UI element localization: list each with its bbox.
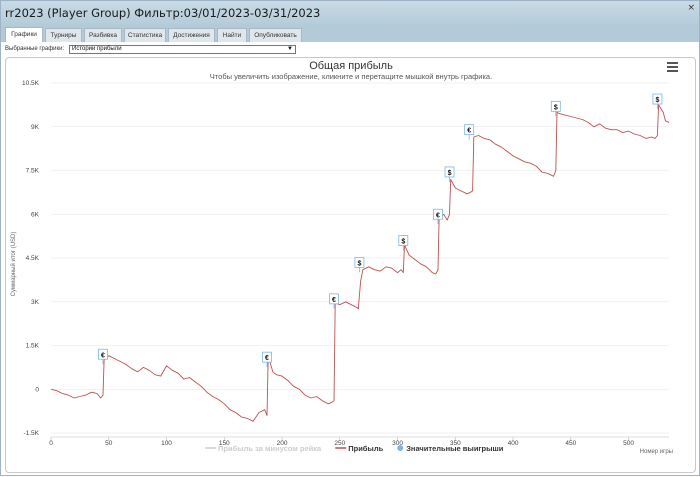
legend-label: Прибыль за минусом рейка [218, 444, 322, 453]
legend-label: Значительные выигрыши [406, 444, 504, 453]
legend-label: Прибыль [348, 444, 383, 453]
marker-box [329, 293, 339, 305]
marker-symbol: $ [655, 97, 659, 104]
marker-symbol: € [101, 352, 105, 359]
y-tick-label: -1.5K [23, 430, 39, 437]
chart-menu-icon[interactable] [667, 62, 678, 72]
x-tick-label: 450 [565, 440, 576, 447]
big-win-marker[interactable]: $ [354, 256, 365, 273]
marker-symbol: $ [401, 239, 405, 246]
legend-item[interactable]: Прибыль [335, 444, 384, 453]
y-tick-label: 9K [31, 124, 40, 131]
marker-symbol: € [436, 212, 440, 219]
x-tick-label: 0 [49, 440, 53, 447]
tab-statistics[interactable]: Статистика [124, 28, 166, 42]
tab-charts[interactable]: Графики [5, 27, 43, 42]
y-tick-label: 6K [31, 211, 40, 218]
legend-item[interactable]: Значительные выигрыши [397, 444, 504, 453]
marker-box [550, 100, 561, 112]
marker-box [444, 166, 455, 178]
y-tick-label: 7.5K [26, 168, 40, 175]
x-tick-label: 50 [105, 440, 113, 447]
marker-box [354, 256, 365, 268]
big-win-marker[interactable]: $ [550, 100, 561, 117]
chart-title: Общая прибыль [309, 60, 393, 72]
tab-bar: Графики Турниры Разбивка Статистика Дост… [1, 26, 699, 42]
y-tick-label: 0 [35, 386, 39, 393]
y-tick-label: 1.5K [26, 343, 40, 350]
x-tick-label: 400 [508, 440, 519, 447]
y-tick-label: 3K [31, 299, 40, 306]
big-win-marker[interactable]: € [433, 208, 443, 225]
y-tick-label: 4.5K [26, 255, 40, 262]
big-win-marker[interactable]: $ [398, 235, 409, 251]
marker-box [464, 124, 475, 136]
tab-achievements[interactable]: Достижения [168, 28, 215, 42]
series-line-profit[interactable] [50, 104, 670, 422]
tab-breakdown[interactable]: Разбивка [84, 28, 122, 42]
marker-box [262, 351, 272, 363]
tab-publish[interactable]: Опубликовать [249, 28, 302, 42]
x-tick-label: 200 [277, 440, 288, 447]
marker-box [652, 93, 663, 105]
tab-search[interactable]: Найти [217, 28, 247, 42]
x-tick-label: 250 [334, 440, 345, 447]
big-win-marker[interactable]: $ [652, 93, 663, 110]
marker-box [398, 235, 409, 246]
y-tick-label: 10.5K [22, 80, 40, 87]
x-tick-label: 500 [623, 440, 634, 447]
window-title: rr2023 (Player Group) Фильтр:03/01/2023-… [5, 6, 321, 20]
big-win-marker[interactable]: $ [444, 166, 455, 182]
big-win-marker[interactable]: € [329, 293, 339, 309]
legend-item[interactable]: Прибыль за минусом рейка [205, 444, 322, 453]
marker-symbol: € [265, 355, 269, 362]
marker-symbol: $ [554, 104, 558, 111]
y-axis-label: Суммарный итог (USD) [10, 232, 17, 297]
x-axis-label: Номер игры [640, 449, 673, 455]
chart-selector-value: Истории прибыли [72, 46, 122, 52]
x-tick-label: 350 [450, 440, 461, 447]
chart-container [5, 57, 696, 473]
marker-symbol: $ [357, 260, 361, 267]
x-tick-label: 300 [392, 440, 403, 447]
chart-selector-dropdown[interactable]: Истории прибыли ▼ [69, 45, 296, 54]
big-win-marker[interactable]: € [262, 351, 272, 368]
legend-dot-swatch [397, 445, 404, 451]
big-win-marker[interactable]: € [464, 124, 475, 140]
marker-symbol: $ [448, 170, 452, 177]
marker-box [98, 348, 108, 360]
big-win-marker[interactable]: € [98, 348, 108, 365]
tab-tournaments[interactable]: Турниры [45, 28, 82, 42]
close-icon[interactable]: × [687, 3, 695, 13]
marker-symbol: € [332, 297, 336, 304]
marker-box [433, 208, 443, 220]
chevron-down-icon: ▼ [287, 46, 293, 52]
chart-subtitle: Чтобы увеличить изображение, кликните и … [209, 72, 493, 81]
x-tick-label: 150 [219, 440, 230, 447]
marker-symbol: € [467, 128, 471, 135]
title-bar: rr2023 (Player Group) Фильтр:03/01/2023-… [1, 1, 699, 26]
chart-selector-label: Выбранные графики: [5, 46, 65, 52]
x-tick-label: 100 [161, 440, 172, 447]
